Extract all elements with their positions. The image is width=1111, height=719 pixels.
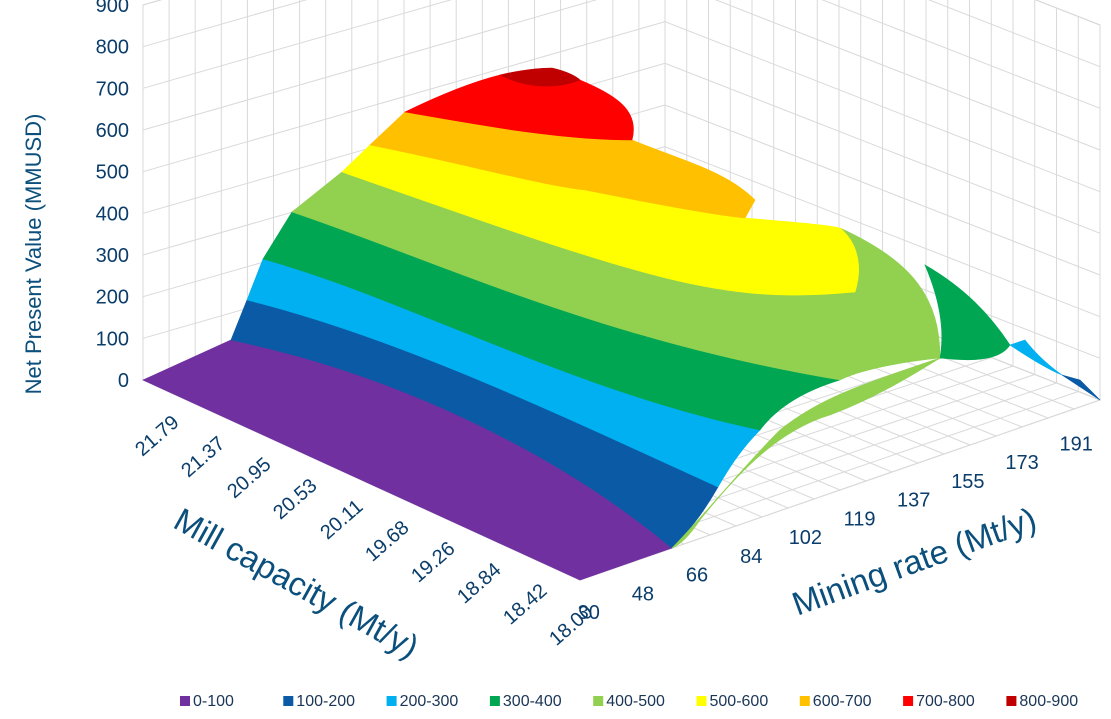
z-tick-label: 300 bbox=[96, 245, 129, 267]
y-tick-label: 84 bbox=[740, 546, 762, 568]
legend-swatch bbox=[1006, 696, 1017, 706]
band-400-500-skirt bbox=[671, 357, 941, 549]
npv-surface bbox=[142, 67, 1101, 581]
legend-label: 100-200 bbox=[296, 693, 355, 710]
legend-swatch bbox=[386, 696, 397, 706]
y-axis-title: Mining rate (Mt/y) bbox=[787, 500, 1041, 623]
y-axis-ticks: 30 48 66 84 102 119 137 155 173 191 bbox=[578, 433, 1093, 624]
grid-line bbox=[142, 0, 1101, 151]
grid-line bbox=[142, 0, 1101, 68]
legend: 0-100 100-200 200-300 300-400 400-500 500-600… bbox=[180, 693, 1078, 710]
legend-label: 600-700 bbox=[813, 693, 872, 710]
z-axis-title: Net Present Value (MMUSD) bbox=[21, 114, 46, 395]
x-tick-label: 20.53 bbox=[269, 475, 321, 524]
legend-label: 700-800 bbox=[916, 693, 975, 710]
legend-label: 400-500 bbox=[606, 693, 665, 710]
legend-swatch bbox=[489, 696, 500, 706]
x-tick-label: 18.42 bbox=[499, 580, 551, 629]
legend-swatch bbox=[593, 696, 604, 706]
legend-swatch bbox=[696, 696, 707, 706]
grid-line bbox=[142, 0, 1101, 109]
legend-label: 0-100 bbox=[193, 693, 234, 710]
legend-label: 500-600 bbox=[710, 693, 769, 710]
legend-label: 800-900 bbox=[1019, 693, 1078, 710]
z-tick-label: 200 bbox=[96, 287, 129, 309]
y-tick-label: 102 bbox=[789, 527, 822, 549]
z-tick-label: 600 bbox=[96, 120, 129, 142]
y-tick-label: 30 bbox=[578, 602, 600, 624]
legend-swatch bbox=[283, 696, 294, 706]
x-tick-label: 18.84 bbox=[453, 559, 505, 608]
x-tick-label: 20.11 bbox=[316, 496, 367, 544]
y-tick-label: 173 bbox=[1005, 452, 1038, 474]
z-tick-label: 800 bbox=[96, 37, 129, 59]
band-700-800 bbox=[404, 74, 634, 141]
z-tick-label: 100 bbox=[96, 328, 129, 350]
legend-label: 300-400 bbox=[503, 693, 562, 710]
legend-swatch bbox=[903, 696, 914, 706]
z-axis-ticks: 0 100 200 300 400 500 600 700 800 900 bbox=[96, 0, 129, 392]
legend-swatch bbox=[799, 696, 810, 706]
band-800-900 bbox=[499, 67, 581, 87]
z-tick-label: 0 bbox=[118, 370, 129, 392]
z-tick-label: 500 bbox=[96, 162, 129, 184]
x-tick-label: 19.68 bbox=[361, 517, 413, 566]
y-tick-label: 119 bbox=[844, 508, 876, 530]
x-tick-label: 19.26 bbox=[407, 538, 459, 587]
z-tick-label: 900 bbox=[96, 0, 129, 17]
y-tick-label: 155 bbox=[951, 471, 984, 493]
band-100-200-edge bbox=[1061, 374, 1101, 401]
grid-line bbox=[142, 62, 1101, 234]
z-tick-label: 700 bbox=[96, 78, 129, 100]
x-tick-label: 21.37 bbox=[177, 432, 229, 481]
y-tick-label: 191 bbox=[1060, 433, 1093, 455]
z-tick-label: 400 bbox=[96, 203, 129, 225]
y-tick-label: 137 bbox=[897, 490, 930, 512]
x-tick-label: 21.79 bbox=[131, 411, 183, 460]
y-tick-label: 66 bbox=[686, 565, 708, 587]
x-tick-label: 20.95 bbox=[223, 453, 275, 502]
x-axis-title: Mill capacity (Mt/y) bbox=[168, 501, 425, 666]
band-300-400-edge bbox=[924, 264, 1011, 361]
legend-swatch bbox=[180, 696, 190, 706]
legend-label: 200-300 bbox=[400, 693, 459, 710]
y-tick-label: 48 bbox=[632, 583, 654, 605]
grid-line bbox=[142, 21, 1101, 193]
